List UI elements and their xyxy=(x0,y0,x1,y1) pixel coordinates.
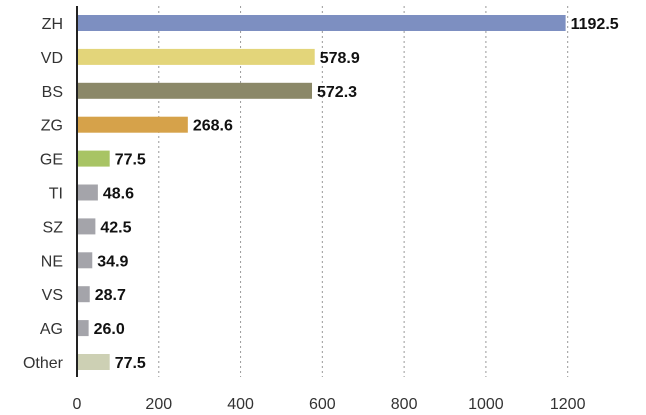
x-tick-label: 600 xyxy=(309,396,336,413)
category-label: TI xyxy=(49,186,63,203)
value-label: 1192.5 xyxy=(571,16,619,33)
x-tick-label: 1200 xyxy=(550,396,586,413)
bar-ti xyxy=(78,184,98,201)
category-label: AG xyxy=(40,321,63,338)
category-labels: ZH VD BS ZG GE TI SZ NE VS AG Other xyxy=(23,16,64,372)
category-label: BS xyxy=(42,84,63,101)
category-label: ZG xyxy=(41,118,63,135)
bar-ne xyxy=(78,252,93,269)
bar-zg xyxy=(78,116,188,133)
x-tick-label: 1000 xyxy=(468,396,504,413)
bar-zh xyxy=(78,15,566,31)
bar-vd xyxy=(78,48,315,65)
bar-bs xyxy=(78,82,313,99)
x-tick-label: 200 xyxy=(145,396,172,413)
x-tick-label: 800 xyxy=(391,396,418,413)
x-tick-label: 0 xyxy=(73,396,82,413)
value-label: 34.9 xyxy=(97,253,128,270)
bar-sz xyxy=(78,218,96,235)
category-label: SZ xyxy=(43,219,64,236)
gridlines xyxy=(158,6,569,377)
x-tick-label: 400 xyxy=(227,396,254,413)
category-label: GE xyxy=(40,152,63,169)
category-label: VD xyxy=(41,50,63,67)
value-label: 26.0 xyxy=(94,321,125,338)
bar-vs xyxy=(78,286,90,303)
category-label: ZH xyxy=(42,16,63,33)
value-label: 28.7 xyxy=(95,287,126,304)
category-label: VS xyxy=(42,287,63,304)
category-label: Other xyxy=(23,355,64,372)
value-label: 77.5 xyxy=(115,355,146,372)
bar-other xyxy=(78,354,110,370)
value-label: 578.9 xyxy=(320,50,360,67)
bar-ge xyxy=(78,150,110,167)
category-label: NE xyxy=(41,253,63,270)
bar-ag xyxy=(78,320,89,337)
value-label: 42.5 xyxy=(100,219,131,236)
value-labels: 1192.5 578.9 572.3 268.6 77.5 48.6 42.5 34.9 28.… xyxy=(94,16,619,372)
value-label: 268.6 xyxy=(193,118,233,135)
x-axis-ticks: 0 200 400 600 800 1000 1200 xyxy=(73,396,586,413)
bars xyxy=(78,15,566,370)
value-label: 48.6 xyxy=(103,186,134,203)
value-label: 77.5 xyxy=(115,152,146,169)
value-label: 572.3 xyxy=(317,84,357,101)
